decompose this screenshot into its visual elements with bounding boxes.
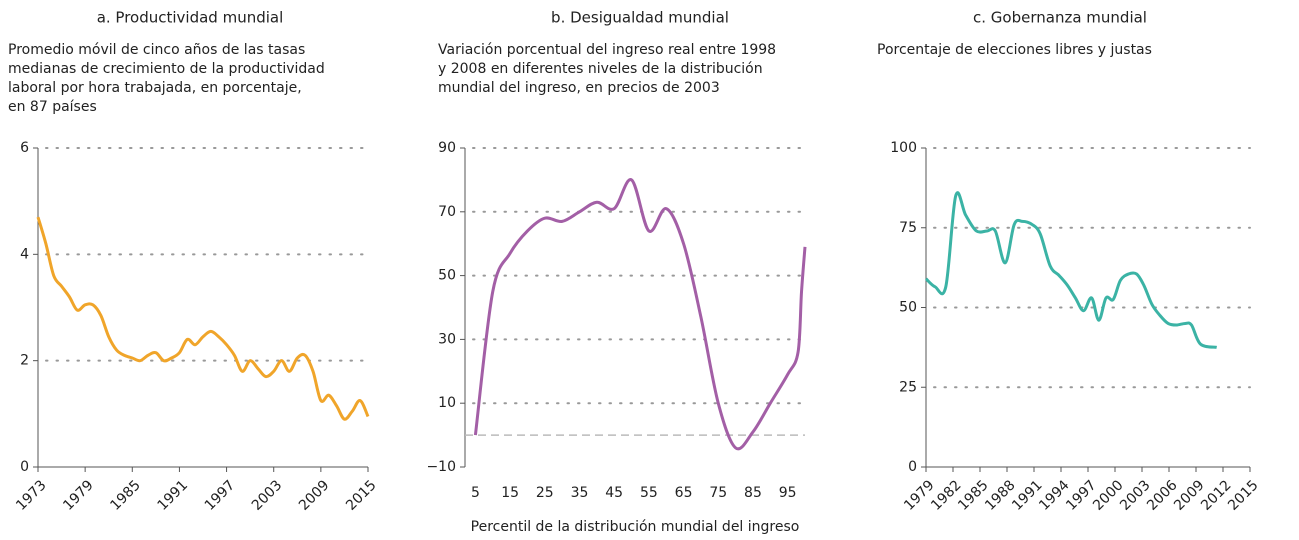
x-tick-label: 25 — [536, 485, 554, 501]
x-tick-label: 1985 — [955, 477, 992, 514]
y-tick-label: 50 — [899, 300, 917, 316]
x-tick-label: 1979 — [901, 477, 938, 514]
x-tick-label: 1997 — [202, 477, 239, 514]
x-tick-label: 2003 — [249, 477, 286, 514]
x-tick-label: 2015 — [343, 477, 380, 514]
y-tick-label: 25 — [899, 379, 917, 395]
data-line — [924, 191, 1217, 349]
y-tick-label: 4 — [20, 246, 29, 262]
x-tick-label: 85 — [744, 485, 762, 501]
y-tick-label: 75 — [899, 220, 917, 236]
x-tick-label: 1991 — [1009, 477, 1046, 514]
y-tick-label: 0 — [20, 459, 29, 475]
chart-subtitle: en 87 países — [8, 99, 97, 115]
x-tick-label: 1991 — [155, 477, 192, 514]
x-tick-label: 45 — [605, 485, 623, 501]
x-tick-label: 65 — [675, 485, 693, 501]
chart-title: c. Gobernanza mundial — [973, 9, 1147, 27]
x-tick-label: 55 — [640, 485, 658, 501]
y-tick-label: 10 — [438, 395, 456, 411]
y-tick-label: 90 — [438, 140, 456, 156]
x-tick-label: 15 — [501, 485, 519, 501]
chart-subtitle: mundial del ingreso, en precios de 2003 — [438, 80, 720, 96]
y-tick-label: 30 — [438, 331, 456, 347]
y-tick-label: 100 — [890, 140, 917, 156]
x-tick-label: 1979 — [60, 477, 97, 514]
x-tick-label: 1988 — [982, 477, 1019, 514]
x-tick-label: 1973 — [13, 477, 50, 514]
y-tick-label: 0 — [908, 459, 917, 475]
x-tick-label: 2009 — [1171, 477, 1208, 514]
chart-subtitle: medianas de crecimiento de la productivi… — [8, 61, 325, 77]
x-tick-label: 5 — [471, 485, 480, 501]
x-tick-label: 35 — [571, 485, 589, 501]
chart-title: a. Productividad mundial — [97, 9, 284, 27]
data-line — [36, 216, 370, 421]
data-line — [473, 178, 807, 451]
x-tick-label: 2000 — [1090, 477, 1127, 514]
y-tick-label: 50 — [438, 268, 456, 284]
y-tick-label: 6 — [20, 140, 29, 156]
chart-subtitle: Promedio móvil de cinco años de las tasa… — [8, 42, 305, 58]
x-tick-label: 2006 — [1144, 477, 1181, 514]
y-tick-label: −10 — [426, 459, 456, 475]
x-tick-label: 2015 — [1225, 477, 1262, 514]
chart-subtitle: y 2008 en diferentes niveles de la distr… — [438, 61, 763, 77]
y-tick-label: 70 — [438, 204, 456, 220]
x-tick-label: 1982 — [928, 477, 965, 514]
chart-subtitle: laboral por hora trabajada, en porcentaj… — [8, 80, 302, 96]
x-tick-label: 1985 — [107, 477, 144, 514]
x-tick-label: 1997 — [1063, 477, 1100, 514]
x-tick-label: 95 — [779, 485, 797, 501]
chart-subtitle: Variación porcentual del ingreso real en… — [438, 42, 776, 58]
x-tick-label: 2009 — [296, 477, 333, 514]
x-tick-label: 1994 — [1036, 477, 1073, 514]
x-tick-label: 75 — [709, 485, 727, 501]
x-tick-label: 2012 — [1198, 477, 1235, 514]
y-tick-label: 2 — [20, 353, 29, 369]
x-tick-label: 2003 — [1117, 477, 1154, 514]
chart-title: b. Desigualdad mundial — [551, 9, 729, 27]
x-axis-label: Percentil de la distribución mundial del… — [471, 519, 800, 535]
chart-subtitle: Porcentaje de elecciones libres y justas — [877, 42, 1152, 58]
